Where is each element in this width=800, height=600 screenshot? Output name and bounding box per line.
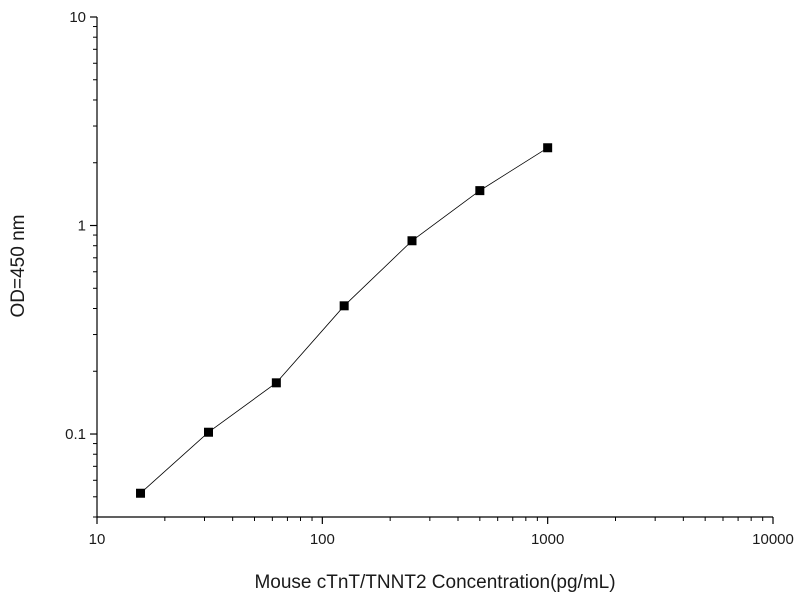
data-point: [407, 236, 417, 246]
data-series: [136, 143, 553, 498]
y-tick-label: 1: [78, 218, 86, 235]
data-point: [339, 301, 349, 311]
y-axis-title: OD=450 nm: [8, 215, 29, 318]
x-axis-title: Mouse cTnT/TNNT2 Concentration(pg/mL): [254, 572, 615, 593]
data-point: [271, 378, 281, 388]
data-point: [204, 427, 214, 437]
data-point: [543, 143, 553, 153]
x-tick-label: 100: [310, 531, 335, 548]
y-tick-label: 0.1: [65, 426, 86, 443]
x-tick-label: 10000: [752, 531, 794, 548]
x-tick-label: 10: [89, 531, 106, 548]
axes: 10 100 1000 10000 0.1 1 10: [65, 9, 794, 548]
series-line: [140, 147, 548, 494]
y-tick-label: 10: [69, 9, 86, 26]
data-point: [136, 488, 146, 498]
x-tick-label: 1000: [531, 531, 564, 548]
data-point: [475, 186, 485, 196]
